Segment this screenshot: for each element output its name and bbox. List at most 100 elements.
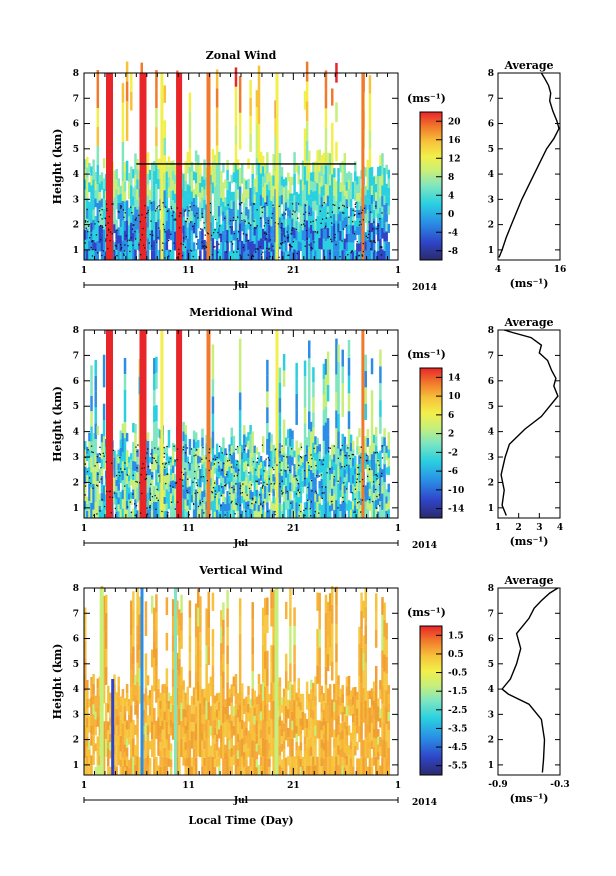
- heatmap-cell: [186, 713, 190, 722]
- heatmap-cell: [213, 751, 217, 760]
- heatmap-cell: [314, 444, 317, 453]
- stipple-dot: [202, 246, 204, 248]
- heatmap-cell: [88, 466, 91, 476]
- heatmap-cell: [337, 214, 340, 224]
- heatmap-cell: [314, 452, 317, 461]
- heatmap-cell: [228, 216, 231, 226]
- stipple-dot: [147, 211, 149, 214]
- stipple-dot: [373, 240, 375, 242]
- heatmap-cell: [335, 482, 338, 501]
- heatmap-cell: [119, 735, 123, 744]
- heatmap-cell: [88, 162, 91, 173]
- heatmap-cell: [312, 397, 315, 413]
- heatmap-cell: [123, 250, 127, 260]
- heatmap-cell: [347, 180, 351, 190]
- heatmap-cell: [247, 475, 250, 484]
- stipple-dot: [101, 254, 103, 257]
- stipple-dot: [369, 240, 372, 243]
- heatmap-cell: [326, 152, 330, 164]
- heatmap-cell: [257, 724, 261, 735]
- heatmap-cell: [331, 122, 334, 140]
- heatmap-cell: [153, 230, 156, 241]
- heatmap-cell: [226, 180, 229, 190]
- stipple-dot: [150, 483, 152, 485]
- heatmap-cell: [335, 446, 338, 465]
- heatmap-cell: [215, 88, 219, 108]
- heatmap-cell: [328, 163, 332, 175]
- colorbar-tick-label: 2: [448, 430, 454, 440]
- stipple-dot: [345, 455, 347, 457]
- stipple-dot: [244, 220, 246, 222]
- heatmap-cell: [217, 216, 221, 228]
- heatmap-cell: [257, 498, 261, 505]
- heatmap-cell: [320, 459, 324, 466]
- heatmap-cell: [284, 226, 288, 236]
- heatmap-cell: [268, 216, 271, 226]
- heatmap-cell: [370, 454, 374, 471]
- heatmap-cell: [297, 745, 301, 756]
- stipple-dot: [304, 225, 306, 227]
- heatmap-streak: [206, 330, 211, 518]
- heatmap-cell: [245, 206, 248, 216]
- heatmap-cell: [268, 190, 271, 199]
- heatmap-cell: [343, 767, 347, 775]
- heatmap-cell: [217, 504, 221, 512]
- heatmap-cell: [255, 192, 259, 210]
- heatmap-cell: [331, 191, 334, 209]
- heatmap-cell: [117, 511, 120, 518]
- heatmap-cell: [259, 756, 263, 766]
- heatmap-cell: [310, 469, 313, 480]
- heatmap-field: [84, 586, 391, 775]
- heatmap-cell: [134, 164, 137, 175]
- heatmap-cell: [303, 166, 307, 185]
- heatmap-cell: [119, 743, 123, 752]
- heatmap-cell: [207, 646, 210, 665]
- stipple-dot: [123, 250, 126, 252]
- heatmap-cell: [314, 200, 317, 211]
- heatmap-cell: [253, 749, 257, 759]
- heatmap-cell: [144, 601, 148, 619]
- heatmap-cell: [257, 65, 261, 86]
- heatmap-cell: [318, 458, 321, 467]
- heatmap-cell: [230, 684, 234, 694]
- heatmap-cell: [287, 216, 290, 226]
- heatmap-cell: [199, 505, 202, 512]
- heatmap-cell: [245, 477, 248, 486]
- heatmap-cell: [241, 474, 244, 482]
- heatmap-cell: [211, 483, 215, 501]
- heatmap-cell: [272, 207, 275, 218]
- heatmap-cell: [217, 729, 221, 739]
- heatmap-cell: [155, 756, 158, 775]
- heatmap-cell: [234, 67, 238, 87]
- heatmap-cell: [339, 757, 342, 767]
- heatmap-cell: [194, 432, 198, 442]
- heatmap-cell: [337, 177, 340, 187]
- stipple-dot: [325, 225, 327, 227]
- stipple-dot: [196, 212, 198, 215]
- heatmap-cell: [310, 765, 313, 775]
- heatmap-cell: [163, 711, 167, 721]
- heatmap-cell: [282, 714, 286, 724]
- heatmap-cell: [266, 438, 269, 455]
- heatmap-cell: [123, 422, 127, 439]
- stipple-dot: [123, 254, 125, 256]
- heatmap-cell: [354, 250, 357, 260]
- heatmap-cell: [284, 437, 288, 446]
- stipple-dot: [325, 486, 327, 488]
- heatmap-cell: [100, 509, 104, 518]
- heatmap-cell: [303, 502, 307, 518]
- heatmap-cell: [251, 202, 254, 213]
- heatmap-cell: [339, 740, 342, 750]
- heatmap-cell: [182, 718, 185, 728]
- stipple-dot: [99, 453, 101, 455]
- heatmap-cell: [92, 189, 95, 200]
- heatmap-cell: [314, 765, 317, 775]
- heatmap-cell: [153, 240, 156, 251]
- stipple-dot: [165, 206, 167, 208]
- heatmap-cell: [333, 241, 336, 251]
- heatmap-cell: [188, 148, 192, 167]
- heatmap-cell: [203, 476, 206, 484]
- heatmap-cell: [148, 766, 152, 775]
- heatmap-cell: [146, 755, 150, 766]
- heatmap-cell: [270, 175, 273, 184]
